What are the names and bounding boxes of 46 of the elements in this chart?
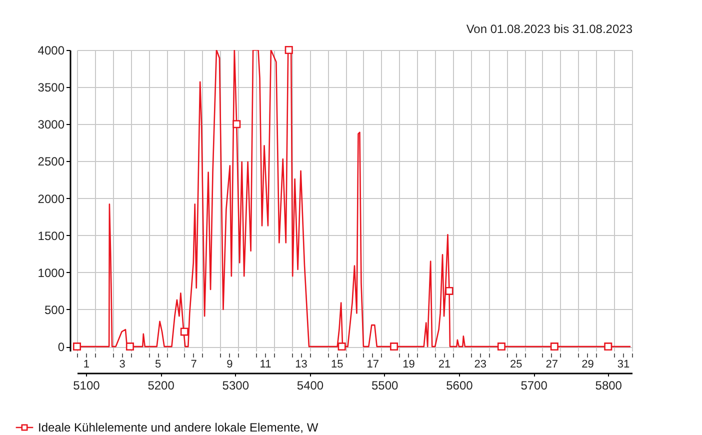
point — [180, 328, 188, 336]
x2-tick-label: 7 — [190, 358, 197, 370]
point — [72, 342, 82, 351]
x-tick-label: 5500 — [371, 378, 399, 392]
chart-title: Von 01.08.2023 bis 31.08.2023 — [466, 22, 633, 36]
x2-tick-label: 25 — [510, 358, 522, 370]
x-tick-label: 5300 — [222, 378, 250, 392]
x2-tick-label: 11 — [260, 358, 272, 370]
x-tick-label: 5100 — [73, 378, 100, 392]
x2-tick-label: 31 — [617, 358, 630, 370]
point — [232, 120, 241, 128]
x2-tick-label: 13 — [295, 358, 308, 370]
x2-tick-label: 17 — [366, 358, 380, 370]
y-tick-label: 1000 — [38, 266, 65, 280]
x2-tick-label: 29 — [582, 358, 594, 370]
y-tick-label: 4000 — [38, 44, 65, 58]
x-tick-label: 5400 — [296, 378, 324, 392]
y-tick-label: 3000 — [38, 118, 65, 132]
x2-tick-label: 27 — [546, 358, 558, 370]
x2-tick-label: 1 — [83, 358, 90, 370]
y-tick-label: 0 — [58, 340, 65, 354]
x2-tick-label: 15 — [330, 358, 344, 370]
x2-tick-label: 5 — [155, 358, 162, 370]
x2-tick-label: 9 — [226, 358, 233, 370]
point — [497, 342, 506, 351]
y-tick-label: 2500 — [38, 154, 65, 169]
point — [126, 342, 134, 351]
point — [604, 342, 612, 351]
x2-tick-label: 3 — [119, 358, 126, 370]
legend-label: Ideale Kühlelemente und andere lokale Elemente, W — [38, 420, 319, 434]
point — [284, 46, 293, 54]
x-tick-label: 5700 — [520, 378, 548, 392]
point — [338, 342, 346, 351]
y-tick-label: 3500 — [38, 80, 65, 95]
point — [550, 342, 558, 351]
y-tick-label: 1500 — [38, 228, 65, 243]
x2-tick-label: 21 — [438, 358, 451, 370]
x2-tick-label: 23 — [474, 358, 486, 370]
point — [445, 286, 454, 295]
point — [390, 342, 398, 351]
x2-tick-label: 19 — [402, 358, 415, 370]
x-tick-label: 5600 — [446, 378, 474, 392]
x-tick-label: 5800 — [595, 378, 622, 392]
y-tick-label: 500 — [44, 302, 65, 317]
x-tick-label: 5200 — [148, 378, 175, 392]
y-tick-label: 2000 — [38, 192, 65, 206]
